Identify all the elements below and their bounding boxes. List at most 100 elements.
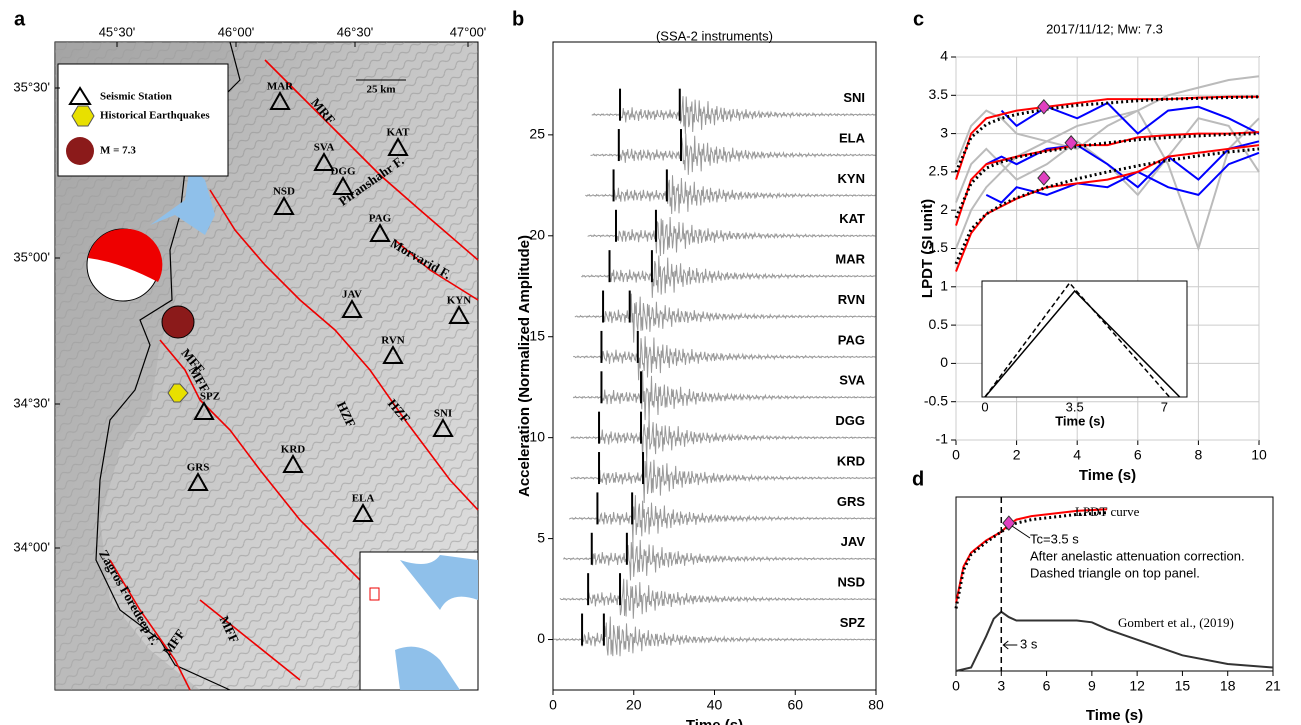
series-line [955, 95, 1259, 180]
x-tick-label: 10 [1251, 447, 1267, 463]
historical-quake [167, 383, 189, 403]
panel-letter: d [912, 468, 924, 490]
trace-label: KAT [839, 211, 865, 226]
x-tick-label: 6 [1043, 678, 1051, 694]
y-tick-label: 0.5 [929, 316, 949, 332]
inset-tick-label: 0 [981, 399, 988, 414]
y-tick-label: -1 [936, 431, 949, 447]
series-line [954, 147, 1260, 265]
x-tick-label: 15 [1175, 678, 1191, 694]
y-axis-label: Acceleration (Normalized Amplitude) [516, 235, 533, 497]
lon-label: 45°30' [99, 24, 136, 39]
marker [1037, 170, 1051, 186]
y-tick-label: 1 [940, 278, 948, 294]
lat-label: 35°00' [13, 249, 50, 264]
legend-triangle [68, 86, 92, 105]
annotation: 3 s [1020, 636, 1038, 651]
station-label: KAT [386, 127, 410, 139]
inset-gulf [395, 646, 460, 690]
station [432, 417, 454, 437]
waveform [581, 255, 876, 298]
triangle [984, 289, 1181, 398]
waveform [572, 336, 876, 381]
plain [55, 42, 240, 690]
x-axis-label: Time (s) [1086, 707, 1143, 724]
station-label: MAR [267, 81, 294, 93]
waveform [585, 175, 876, 215]
marker [1002, 515, 1016, 531]
station [387, 136, 409, 156]
x-tick-label: 12 [1129, 678, 1145, 694]
y-tick-label: 0 [537, 630, 545, 646]
station-label: SVA [314, 142, 335, 154]
chart-title: (SSA-2 instruments) [656, 28, 773, 43]
y-tick-label: 2 [940, 201, 948, 217]
triangle-dashed [984, 281, 1171, 398]
x-tick-label: 4 [1073, 447, 1081, 463]
waveform [570, 459, 876, 504]
station-label: SNI [434, 408, 452, 420]
y-tick-label: 1.5 [929, 239, 949, 255]
legend-label: M = 7.3 [100, 145, 136, 157]
map: Seismic Station Historical Earthquakes M… [54, 41, 479, 691]
station [269, 90, 291, 110]
y-tick-label: 3 [940, 124, 948, 140]
station [352, 502, 374, 522]
inset-tick-label: 3.5 [1066, 399, 1084, 414]
lat-label: 34°00' [13, 539, 50, 554]
station [369, 222, 391, 242]
leader [1011, 525, 1031, 539]
lon-label: 47°00' [450, 24, 487, 39]
x-tick-label: 6 [1134, 447, 1142, 463]
legend-hexagon [71, 105, 95, 127]
panel-letter: b [512, 8, 524, 30]
y-tick-label: 0 [940, 354, 948, 370]
station [313, 151, 335, 171]
x-tick-label: 0 [549, 697, 557, 713]
trace-label: GRS [837, 494, 866, 509]
y-tick-label: -0.5 [924, 392, 948, 408]
trace-label: KRD [837, 453, 865, 468]
marker [1037, 99, 1051, 115]
beachball-quadrant [88, 228, 163, 282]
waveform [591, 96, 876, 134]
x-tick-label: 18 [1220, 678, 1236, 694]
waveform [563, 539, 876, 581]
scale-label: 25 km [366, 84, 395, 96]
arrow [1002, 640, 1018, 650]
plot-frame [955, 496, 1274, 672]
series-line [955, 131, 1260, 226]
x-tick-label: 40 [707, 697, 723, 713]
lake [150, 165, 215, 235]
station-label: KYN [447, 295, 472, 307]
y-tick-label: 4 [940, 48, 948, 64]
series-line [955, 117, 1260, 203]
trace-label: RVN [838, 292, 865, 307]
x-tick-label: 3 [997, 678, 1005, 694]
waveform [570, 417, 876, 461]
lat-label: 34°30' [13, 395, 50, 410]
y-tick-label: 5 [537, 529, 545, 545]
lon-label: 46°00' [218, 24, 255, 39]
trace-label: SPZ [840, 615, 865, 630]
series-line [985, 151, 1260, 204]
annotation: After anelastic attenuation correction. [1030, 548, 1245, 563]
lon-label: 46°30' [337, 24, 374, 39]
series-line [955, 75, 1260, 165]
series-line [985, 140, 1260, 189]
series-line [954, 511, 1108, 609]
legend-circle [66, 137, 94, 165]
y-axis-label: LPDT (SI unit) [919, 199, 936, 298]
x-tick-label: 21 [1265, 678, 1281, 694]
station-label: GRS [187, 462, 210, 474]
annotation: Dashed triangle on top panel. [1030, 565, 1200, 580]
annotation: Tc=3.5 s [1030, 531, 1079, 546]
trace-label: NSD [838, 575, 865, 590]
station [193, 400, 215, 420]
panel-letter: c [913, 8, 924, 30]
chart: 0 20 40 60 80 0 5 10 15 20 25 (SSA-2 instruments) Ti… [516, 28, 884, 725]
legend-label: LPDT curve [1075, 504, 1140, 519]
trace-label: MAR [835, 252, 865, 267]
trace-label: JAV [841, 534, 866, 549]
